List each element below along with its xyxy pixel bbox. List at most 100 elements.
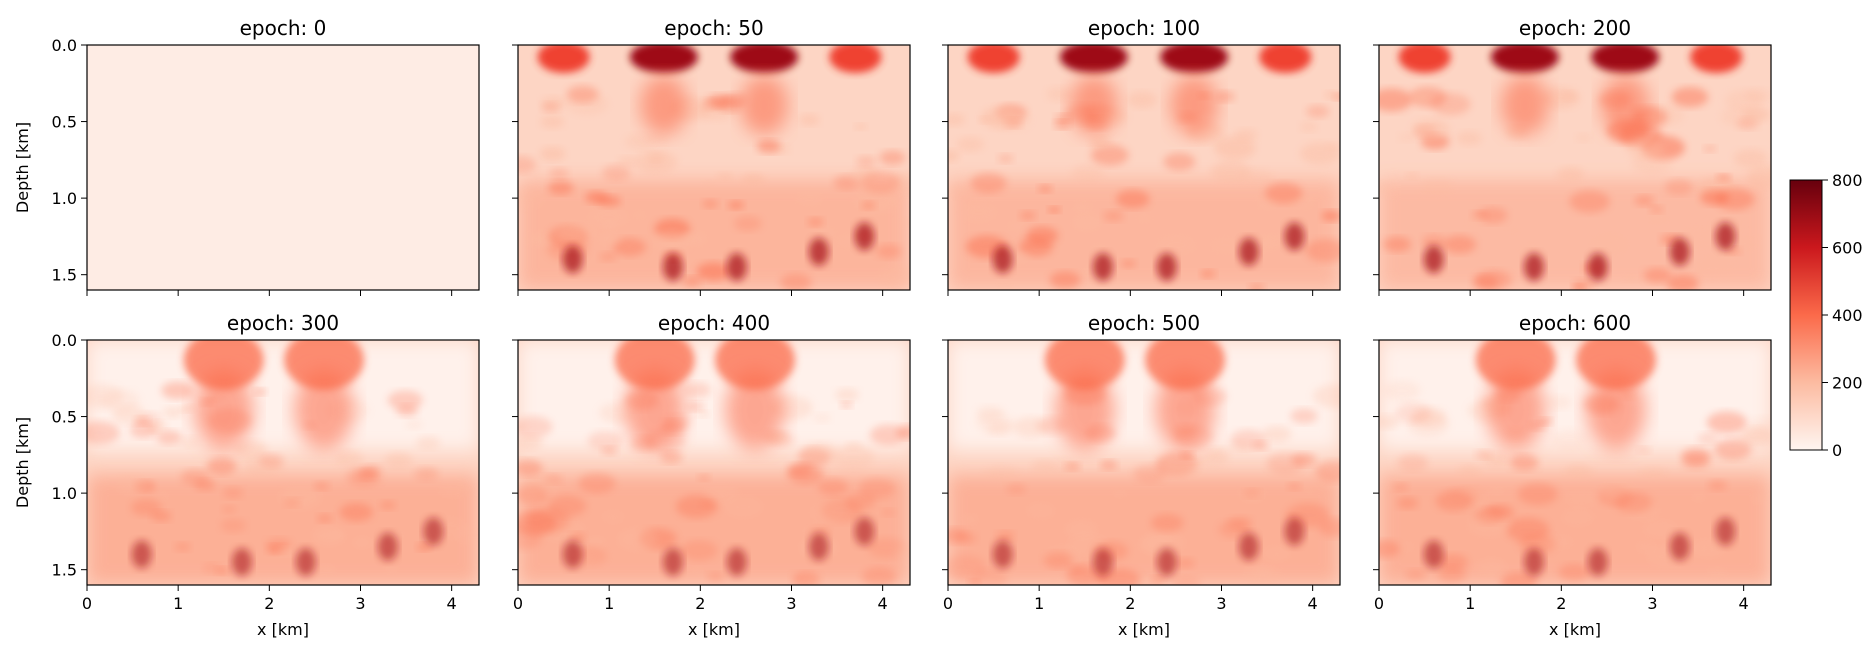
anomaly-source bbox=[614, 340, 695, 390]
anomaly-source bbox=[1145, 340, 1226, 390]
texture-blob bbox=[1395, 402, 1432, 423]
x-tick-label: 2 bbox=[1125, 594, 1135, 613]
texture-blob bbox=[683, 276, 702, 287]
anomaly-source bbox=[537, 45, 590, 73]
texture-blob bbox=[813, 413, 831, 423]
texture-blob bbox=[1742, 106, 1771, 123]
texture-blob bbox=[1575, 133, 1592, 142]
texture-blob bbox=[1435, 490, 1474, 512]
x-tick-label: 3 bbox=[1647, 594, 1657, 613]
texture-blob bbox=[555, 227, 586, 245]
texture-blob bbox=[206, 457, 237, 475]
texture-blob bbox=[1041, 545, 1081, 568]
texture-blob bbox=[1648, 212, 1669, 223]
texture-blob bbox=[894, 544, 910, 559]
texture-blob bbox=[566, 85, 599, 103]
x-axis-label: x [km] bbox=[1118, 620, 1170, 639]
texture-blob bbox=[1172, 576, 1201, 585]
y-axis-label: Depth [km] bbox=[13, 417, 32, 508]
texture-blob bbox=[1707, 479, 1728, 491]
texture-blob bbox=[696, 410, 710, 418]
panel-title: epoch: 200 bbox=[1519, 16, 1631, 40]
anomaly-source bbox=[967, 45, 1020, 73]
x-tick-label: 1 bbox=[1034, 594, 1044, 613]
texture-blob bbox=[634, 150, 678, 174]
colorbar-gradient bbox=[1789, 179, 1823, 451]
texture-blob bbox=[220, 518, 247, 533]
texture-blob bbox=[1160, 454, 1202, 477]
texture-blob bbox=[416, 543, 432, 552]
texture-blob bbox=[697, 474, 711, 481]
texture-blob bbox=[956, 136, 985, 152]
texture-blob bbox=[1707, 568, 1727, 579]
texture-blob bbox=[702, 180, 716, 188]
heatmap-background bbox=[87, 45, 479, 290]
texture-blob bbox=[948, 184, 973, 199]
texture-blob bbox=[794, 189, 824, 206]
texture-blob bbox=[518, 188, 546, 210]
panel-frame bbox=[947, 44, 1341, 291]
texture-blob bbox=[1405, 172, 1419, 180]
texture-blob bbox=[1623, 273, 1639, 283]
texture-blob bbox=[352, 537, 372, 548]
panel-title: epoch: 500 bbox=[1088, 311, 1200, 335]
colorbar-tick-label: 200 bbox=[1832, 374, 1863, 393]
deep-anomaly bbox=[1423, 540, 1444, 569]
texture-blob bbox=[586, 536, 606, 548]
texture-blob bbox=[1180, 451, 1195, 459]
texture-blob bbox=[1210, 160, 1251, 183]
texture-blob bbox=[161, 381, 194, 400]
texture-blob bbox=[1111, 488, 1129, 499]
anomaly-source bbox=[730, 45, 799, 73]
texture-blob bbox=[1154, 233, 1198, 257]
texture-blob bbox=[970, 172, 1007, 193]
deep-anomaly bbox=[1238, 237, 1259, 266]
texture-blob bbox=[1664, 179, 1693, 195]
texture-blob bbox=[600, 509, 626, 524]
texture-blob bbox=[1071, 214, 1103, 232]
texture-blob bbox=[1472, 275, 1499, 290]
texture-blob bbox=[1750, 492, 1771, 504]
texture-blob bbox=[599, 252, 617, 262]
deep-anomaly bbox=[1284, 222, 1305, 251]
texture-blob bbox=[1458, 464, 1481, 477]
texture-blob bbox=[879, 150, 906, 165]
anomaly-source bbox=[1160, 45, 1229, 73]
texture-blob bbox=[660, 451, 683, 464]
heatmap-field bbox=[87, 340, 479, 585]
texture-blob bbox=[1090, 144, 1129, 166]
texture-blob bbox=[799, 574, 828, 585]
anomaly-source bbox=[629, 45, 698, 73]
texture-blob bbox=[222, 487, 244, 499]
texture-blob bbox=[1230, 429, 1266, 449]
anomaly-plume bbox=[1500, 75, 1549, 135]
texture-blob bbox=[809, 501, 848, 524]
texture-blob bbox=[1026, 502, 1056, 519]
texture-blob bbox=[1592, 234, 1628, 254]
texture-blob bbox=[1262, 545, 1291, 562]
deep-anomaly bbox=[1423, 245, 1444, 274]
texture-blob bbox=[1049, 271, 1081, 289]
texture-blob bbox=[362, 464, 382, 475]
texture-blob bbox=[702, 483, 740, 504]
texture-blob bbox=[1700, 189, 1729, 206]
texture-blob bbox=[518, 435, 543, 450]
texture-blob bbox=[1303, 487, 1316, 494]
texture-blob bbox=[1573, 278, 1595, 290]
texture-blob bbox=[179, 404, 194, 413]
anomaly-source bbox=[1490, 45, 1559, 73]
anomaly-plume bbox=[725, 370, 786, 450]
texture-blob bbox=[387, 390, 423, 410]
texture-blob bbox=[1207, 235, 1244, 256]
panel-epoch-600: epoch: 600 0 1 2 3 4 x [km] bbox=[1373, 311, 1772, 639]
anomaly-plume bbox=[1069, 75, 1118, 135]
anomaly-plume bbox=[740, 75, 789, 135]
texture-blob bbox=[845, 492, 876, 510]
texture-blob bbox=[723, 496, 764, 518]
deep-band bbox=[948, 474, 1340, 585]
texture-blob bbox=[1467, 216, 1487, 227]
x-tick-label: 0 bbox=[1374, 594, 1384, 613]
deep-anomaly bbox=[1523, 548, 1544, 577]
texture-blob bbox=[1120, 259, 1137, 268]
